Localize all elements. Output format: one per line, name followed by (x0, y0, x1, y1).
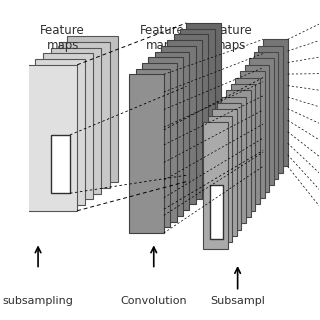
Bar (217, 103, 241, 230)
Bar (259, 46, 283, 173)
Bar (226, 90, 251, 217)
Bar (136, 69, 170, 227)
Bar (161, 46, 196, 204)
Bar (263, 39, 288, 166)
Bar (174, 34, 208, 193)
Text: Feature
maps: Feature maps (208, 24, 253, 52)
Text: Subsampl: Subsampl (210, 296, 265, 306)
Bar (231, 84, 255, 211)
Bar (187, 23, 221, 181)
Bar (155, 52, 189, 210)
Bar (249, 59, 274, 185)
Bar (210, 185, 223, 239)
Bar (59, 42, 109, 188)
Bar (51, 135, 70, 193)
Bar (180, 29, 215, 187)
Bar (167, 40, 202, 199)
Bar (240, 71, 265, 198)
Text: Convolution: Convolution (120, 296, 187, 306)
Bar (254, 52, 278, 179)
Bar (67, 36, 117, 182)
Bar (51, 48, 101, 194)
Bar (221, 97, 246, 223)
Bar (35, 59, 85, 205)
Bar (203, 122, 228, 249)
Bar (129, 74, 164, 233)
Bar (208, 116, 232, 243)
Text: Feature
maps: Feature maps (140, 24, 185, 52)
Text: subsampling: subsampling (3, 296, 74, 306)
Bar (244, 65, 269, 192)
Text: Feature
maps: Feature maps (40, 24, 85, 52)
Bar (27, 65, 77, 211)
Bar (212, 109, 237, 236)
Bar (43, 53, 93, 199)
Bar (235, 77, 260, 204)
Bar (142, 63, 177, 221)
Bar (148, 57, 183, 216)
